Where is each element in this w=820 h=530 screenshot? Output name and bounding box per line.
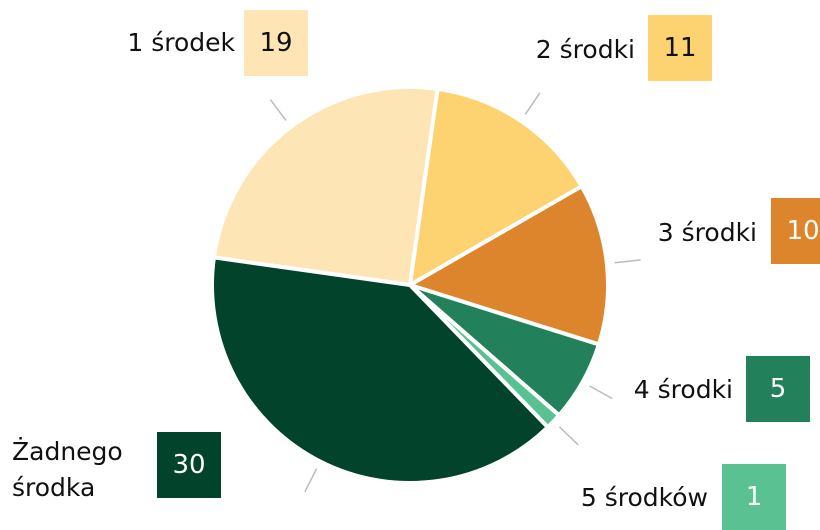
leader-line — [558, 426, 579, 446]
leader-line — [269, 99, 287, 121]
value-box: 30 — [157, 432, 221, 498]
value-box: 5 — [746, 356, 810, 422]
value-box: 10 — [771, 198, 820, 264]
value-box: 19 — [244, 10, 308, 76]
slice — [408, 86, 584, 287]
slice-label: 3 środki — [657, 218, 757, 247]
leader-line — [589, 385, 613, 400]
slice-label: 2 środki — [535, 35, 635, 64]
value-box: 1 — [722, 464, 786, 530]
slice-label: Żadnego środka — [12, 437, 123, 502]
slice-label: 1 środek — [127, 28, 235, 57]
slice — [210, 255, 550, 485]
slice — [211, 85, 440, 287]
leader-line — [524, 92, 541, 115]
slice-label: 4 środki — [633, 375, 733, 404]
leader-line — [614, 259, 641, 264]
leader-line — [304, 468, 318, 493]
value-box: 11 — [648, 15, 712, 81]
slice — [408, 184, 610, 347]
slice-label: 5 środków — [580, 483, 708, 512]
